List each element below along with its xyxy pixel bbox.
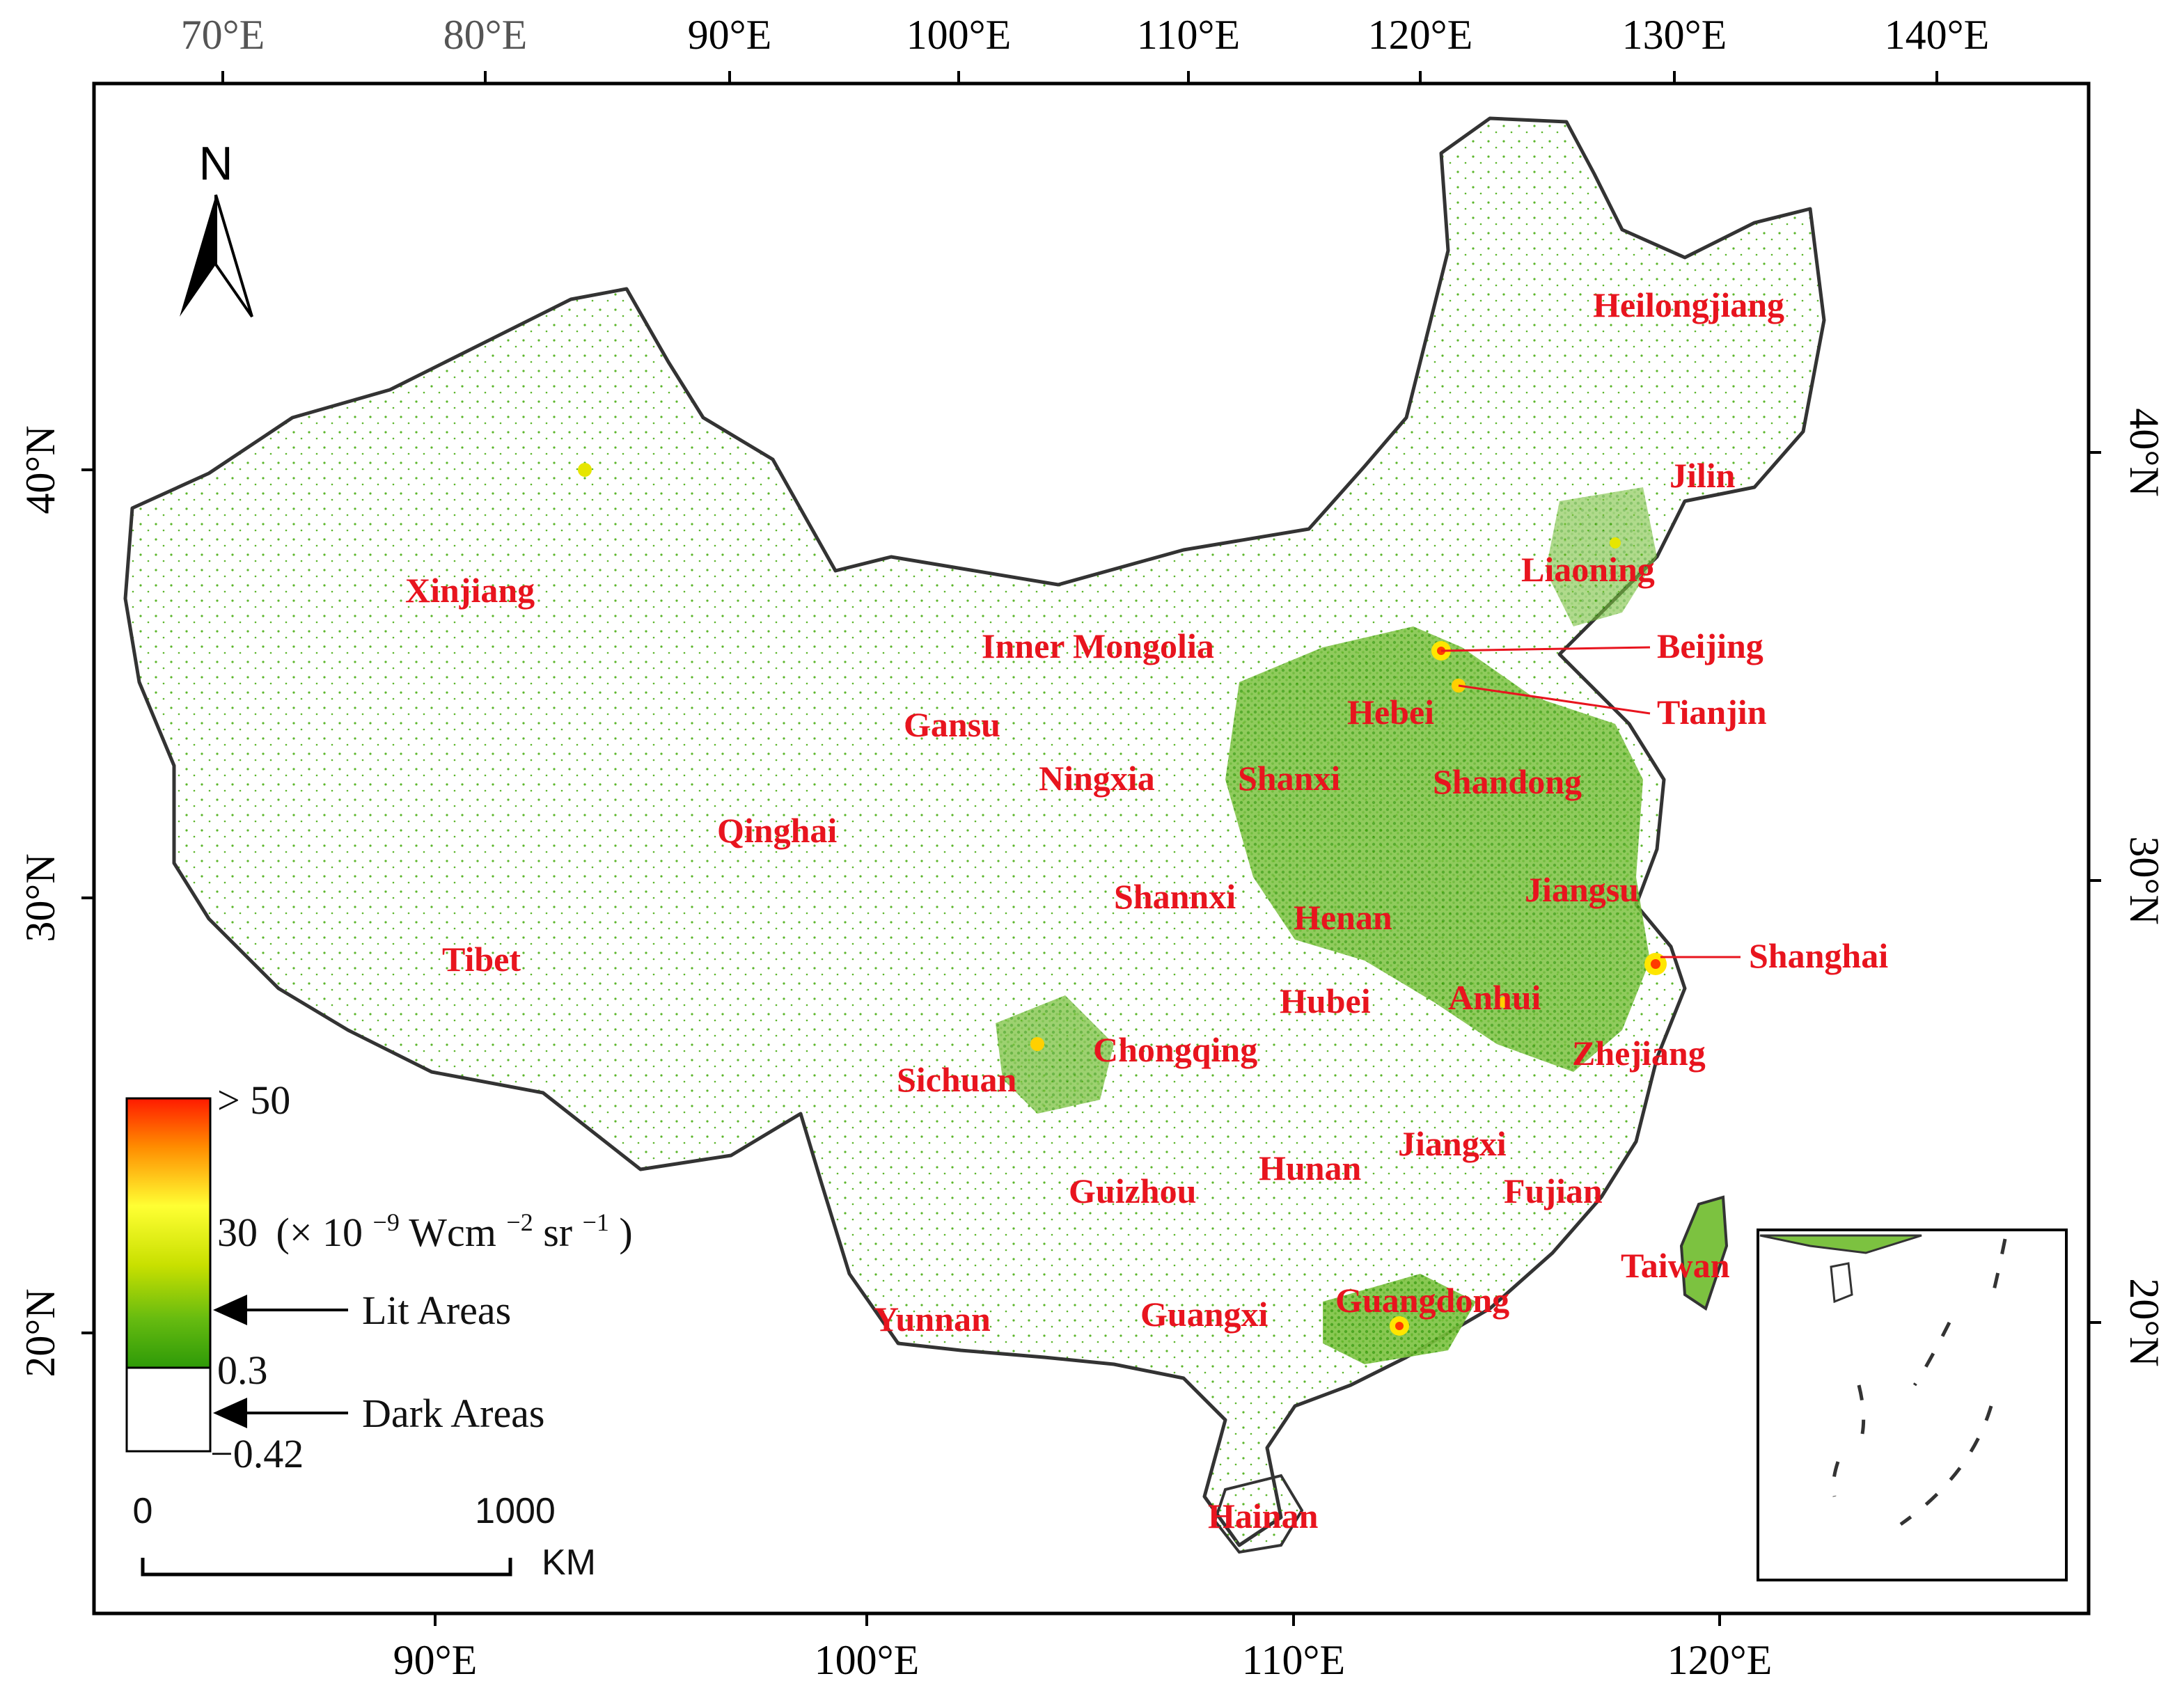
south-china-sea-inset	[1757, 1229, 2068, 1581]
lit-areas-arrow-icon	[213, 1295, 348, 1325]
legend-dark-box	[125, 1366, 212, 1453]
bottom-axis	[434, 1613, 1721, 1626]
hainan-outline	[1213, 1474, 1304, 1554]
legend-gradient-bar	[125, 1097, 212, 1369]
bottom-tick-110e: 110°E	[1242, 1637, 1345, 1683]
taiwan-outline	[1679, 1195, 1729, 1311]
label-gansu: Gansu	[904, 705, 1000, 744]
label-beijing: Beijing	[1657, 626, 1763, 665]
label-taiwan: Taiwan	[1621, 1246, 1730, 1285]
label-hebei: Hebei	[1347, 693, 1434, 732]
bottom-tick-100e: 100°E	[815, 1637, 920, 1683]
right-tick-20n: 20°N	[2121, 1278, 2167, 1366]
left-tick-20n: 20°N	[17, 1288, 63, 1377]
north-label: N	[198, 137, 233, 190]
label-shanghai: Shanghai	[1749, 936, 1888, 975]
dense-lit-sichuan	[996, 995, 1114, 1114]
label-inner-mongolia: Inner Mongolia	[982, 626, 1214, 665]
label-tibet: Tibet	[442, 940, 521, 979]
label-heilongjiang: Heilongjiang	[1593, 285, 1784, 324]
left-tick-30n: 30°N	[17, 853, 63, 942]
dense-lit-northeast	[1546, 487, 1657, 626]
left-axis	[81, 468, 94, 1334]
bottom-tick-120e: 120°E	[1667, 1637, 1773, 1683]
left-tick-40n: 40°N	[17, 425, 63, 514]
legend-dark-areas: Dark Areas	[362, 1391, 545, 1436]
top-tick-140e: 140°E	[1885, 12, 1990, 58]
right-axis	[2089, 451, 2101, 1324]
label-guizhou: Guizhou	[1069, 1171, 1196, 1210]
label-jilin: Jilin	[1670, 456, 1736, 495]
scale-unit-label: KM	[542, 1542, 596, 1583]
label-shannxi: Shannxi	[1114, 877, 1236, 916]
label-zhejiang: Zhejiang	[1572, 1034, 1706, 1073]
top-tick-110e: 110°E	[1137, 12, 1240, 58]
legend-lit-areas: Lit Areas	[362, 1288, 511, 1333]
label-chongqing: Chongqing	[1093, 1030, 1257, 1069]
label-ningxia: Ningxia	[1039, 759, 1155, 798]
map-frame	[92, 81, 2091, 1616]
label-guangdong: Guangdong	[1335, 1281, 1509, 1320]
legend: > 50 30 (× 10 −9 Wcm −2 sr −1 ) 0.3 −0.4…	[125, 1077, 633, 1476]
label-hubei: Hubei	[1280, 981, 1371, 1020]
label-sichuan: Sichuan	[897, 1060, 1017, 1099]
label-henan: Henan	[1294, 898, 1392, 937]
label-jiangsu: Jiangsu	[1525, 870, 1639, 909]
china-outline	[123, 116, 1826, 1547]
top-tick-70e: 70°E	[181, 12, 265, 58]
leader-lines	[1440, 646, 1741, 958]
scale-end-label: 1000	[475, 1491, 556, 1531]
label-yunnan: Yunnan	[874, 1300, 991, 1338]
label-anhui: Anhui	[1448, 978, 1541, 1017]
label-shandong: Shandong	[1433, 762, 1582, 801]
label-qinghai: Qinghai	[717, 811, 837, 850]
dark-areas-arrow-icon	[213, 1398, 348, 1428]
top-tick-120e: 120°E	[1368, 12, 1473, 58]
legend-min-label: −0.42	[210, 1431, 304, 1476]
top-tick-80e: 80°E	[443, 12, 528, 58]
dense-lit-east	[1225, 626, 1650, 1072]
north-arrow-icon: N	[180, 137, 253, 318]
label-jiangxi: Jiangxi	[1398, 1124, 1507, 1163]
legend-threshold-label: 0.3	[217, 1348, 268, 1393]
label-hainan: Hainan	[1208, 1496, 1319, 1535]
city-cores	[578, 463, 1667, 1336]
right-tick-30n: 30°N	[2121, 836, 2167, 924]
label-tianjin: Tianjin	[1657, 693, 1767, 732]
top-tick-100e: 100°E	[906, 12, 1012, 58]
top-axis	[221, 71, 1938, 84]
scale-start-label: 0	[133, 1491, 153, 1531]
bottom-tick-90e: 90°E	[393, 1637, 478, 1683]
legend-max-label: > 50	[217, 1077, 290, 1123]
label-guangxi: Guangxi	[1140, 1295, 1268, 1334]
label-fujian: Fujian	[1504, 1171, 1603, 1210]
label-liaoning: Liaoning	[1521, 550, 1655, 589]
right-tick-40n: 40°N	[2121, 408, 2167, 496]
label-shanxi: Shanxi	[1238, 759, 1340, 798]
label-hunan: Hunan	[1259, 1148, 1362, 1187]
top-tick-90e: 90°E	[688, 12, 772, 58]
label-xinjiang: Xinjiang	[405, 571, 535, 610]
scale-bar: 0 1000 KM	[133, 1491, 596, 1583]
legend-mid-label: 30 (× 10 −9 Wcm −2 sr −1 )	[217, 1194, 633, 1255]
top-tick-130e: 130°E	[1622, 12, 1727, 58]
